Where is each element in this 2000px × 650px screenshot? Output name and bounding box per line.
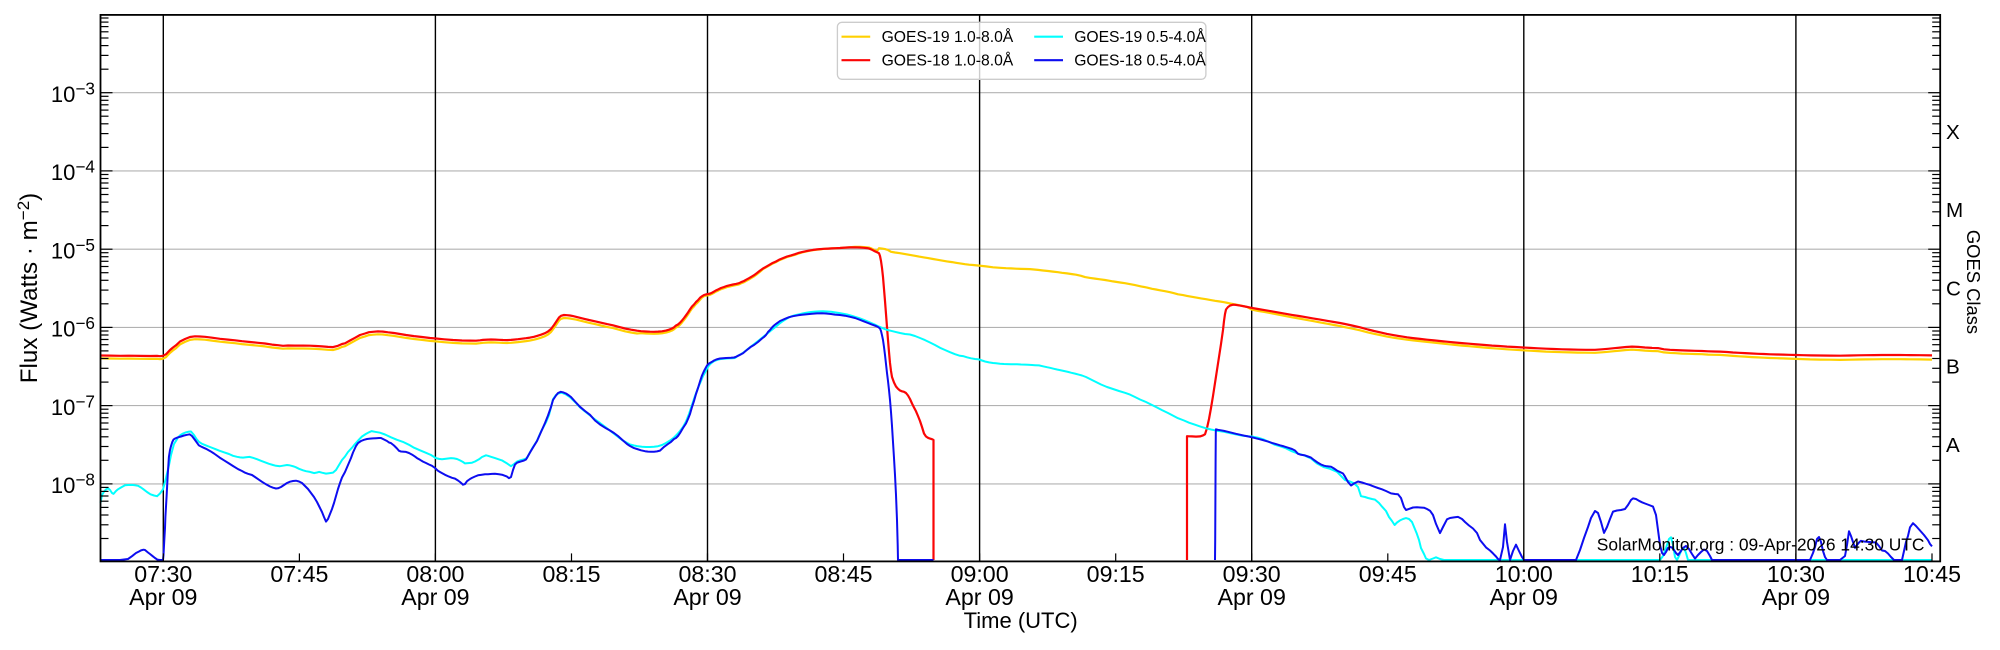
svg-text:07:30: 07:30 [134, 561, 192, 587]
svg-text:10−7: 10−7 [51, 391, 95, 420]
svg-text:Apr 09: Apr 09 [673, 584, 741, 610]
svg-text:SolarMonitor.org : 09-Apr-2026: SolarMonitor.org : 09-Apr-2026 14:30 UTC [1597, 535, 1925, 555]
svg-text:09:15: 09:15 [1087, 561, 1145, 587]
svg-text:Time (UTC): Time (UTC) [964, 608, 1078, 633]
svg-text:10:00: 10:00 [1495, 561, 1553, 587]
svg-text:GOES-19 0.5-4.0Å: GOES-19 0.5-4.0Å [1074, 27, 1206, 46]
svg-text:10−6: 10−6 [51, 313, 95, 342]
svg-text:10−3: 10−3 [51, 78, 95, 107]
svg-text:GOES-18 0.5-4.0Å: GOES-18 0.5-4.0Å [1074, 51, 1206, 70]
svg-text:08:15: 08:15 [542, 561, 600, 587]
svg-text:Apr 09: Apr 09 [401, 584, 469, 610]
svg-text:X: X [1946, 121, 1960, 144]
svg-text:A: A [1946, 434, 1960, 457]
svg-text:08:30: 08:30 [678, 561, 736, 587]
svg-text:GOES-18 1.0-8.0Å: GOES-18 1.0-8.0Å [882, 51, 1014, 70]
svg-text:10−4: 10−4 [51, 157, 96, 186]
svg-text:Flux (Watts · m−2): Flux (Watts · m−2) [14, 193, 43, 383]
svg-text:09:30: 09:30 [1223, 561, 1281, 587]
svg-text:10:45: 10:45 [1903, 561, 1961, 587]
svg-text:C: C [1946, 278, 1961, 301]
svg-text:M: M [1946, 199, 1963, 222]
svg-text:B: B [1946, 356, 1960, 379]
svg-text:Apr 09: Apr 09 [1762, 584, 1830, 610]
svg-text:09:45: 09:45 [1359, 561, 1417, 587]
svg-text:Apr 09: Apr 09 [945, 584, 1013, 610]
svg-text:Apr 09: Apr 09 [1490, 584, 1558, 610]
svg-text:GOES Class: GOES Class [1963, 230, 1984, 334]
svg-text:08:00: 08:00 [406, 561, 464, 587]
svg-text:08:45: 08:45 [814, 561, 872, 587]
svg-text:GOES-19 1.0-8.0Å: GOES-19 1.0-8.0Å [882, 27, 1014, 46]
svg-text:10:30: 10:30 [1767, 561, 1825, 587]
svg-text:Apr 09: Apr 09 [129, 584, 197, 610]
svg-text:Apr 09: Apr 09 [1218, 584, 1286, 610]
svg-text:09:00: 09:00 [951, 561, 1009, 587]
svg-text:10:15: 10:15 [1631, 561, 1689, 587]
svg-text:07:45: 07:45 [270, 561, 328, 587]
